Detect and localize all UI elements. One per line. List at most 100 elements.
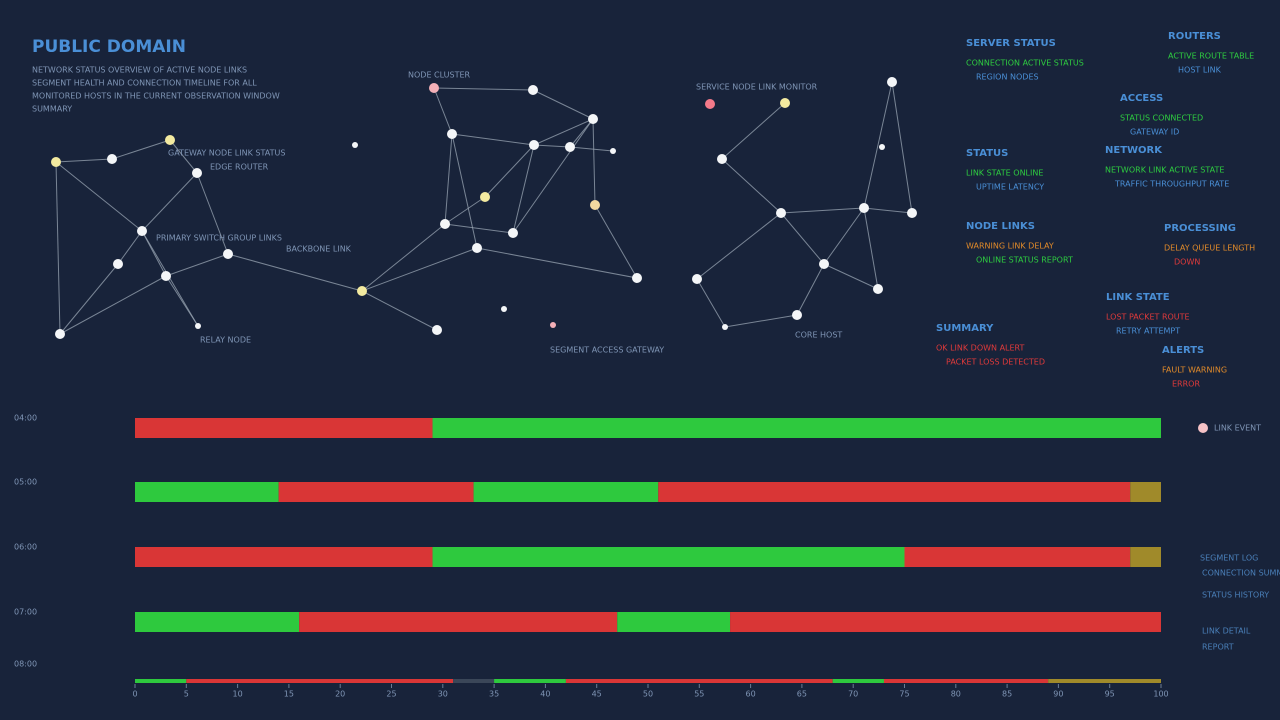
- network-node: [195, 323, 201, 329]
- network-edge: [796, 263, 825, 316]
- timeline-segment: [278, 482, 474, 502]
- panel-title: STATUS: [966, 148, 1008, 159]
- row-label: 06:00: [14, 543, 37, 552]
- node-label: SERVICE NODE LINK MONITOR: [696, 83, 818, 92]
- network-node: [528, 85, 538, 95]
- timeline-segment: [832, 679, 884, 683]
- network-node: [165, 135, 175, 145]
- network-node: [588, 114, 598, 124]
- x-tick-label: 35: [489, 690, 499, 699]
- network-edge: [512, 118, 594, 234]
- network-edge: [196, 172, 229, 255]
- panel-title: SUMMARY: [936, 323, 994, 334]
- network-edge: [59, 275, 167, 335]
- network-edge: [780, 212, 825, 265]
- network-edge: [476, 247, 638, 279]
- network-node: [192, 168, 202, 178]
- panel-line: DELAY QUEUE LENGTH: [1164, 244, 1255, 253]
- note: SEGMENT LOG: [1200, 554, 1258, 563]
- x-tick-label: 60: [746, 690, 756, 699]
- panel-line: ONLINE STATUS REPORT: [976, 256, 1073, 265]
- x-tick-label: 40: [540, 690, 550, 699]
- node-label: GATEWAY NODE LINK STATUS: [168, 149, 285, 158]
- x-tick-label: 85: [1002, 690, 1012, 699]
- network-edge: [433, 87, 453, 135]
- panel-line: CONNECTION ACTIVE STATUS: [966, 59, 1084, 68]
- timeline-segment: [453, 679, 495, 683]
- network-edge: [55, 161, 61, 335]
- node-label: PRIMARY SWITCH GROUP LINKS: [156, 234, 282, 243]
- network-node: [529, 140, 539, 150]
- panel-line: UPTIME LATENCY: [976, 183, 1044, 192]
- network-edge: [891, 81, 913, 214]
- x-tick-label: 5: [184, 690, 189, 699]
- panel-line: TRAFFIC THROUGHPUT RATE: [1114, 180, 1229, 189]
- timeline-segment: [658, 482, 1131, 502]
- x-tick-label: 55: [694, 690, 704, 699]
- panel-line: STATUS CONNECTED: [1120, 114, 1203, 123]
- timeline-segment: [135, 612, 300, 632]
- timeline-segment: [473, 482, 659, 502]
- network-node: [873, 284, 883, 294]
- network-node: [51, 157, 61, 167]
- x-tick-label: 45: [592, 690, 602, 699]
- network-edge: [696, 212, 782, 280]
- row-label: 07:00: [14, 608, 37, 617]
- note: LINK DETAIL: [1202, 627, 1251, 636]
- x-tick-label: 15: [284, 690, 294, 699]
- x-tick-label: 10: [233, 690, 243, 699]
- network-node: [610, 148, 616, 154]
- network-node: [590, 200, 600, 210]
- panel-line: FAULT WARNING: [1162, 366, 1227, 375]
- network-node: [440, 219, 450, 229]
- network-edge: [117, 230, 143, 265]
- panel-title: PROCESSING: [1164, 223, 1236, 234]
- timeline-segment: [1048, 679, 1161, 683]
- x-tick-label: 90: [1053, 690, 1063, 699]
- panel-line: NETWORK LINK ACTIVE STATE: [1105, 166, 1224, 175]
- network-node: [859, 203, 869, 213]
- network-edge: [141, 172, 198, 232]
- network-edge: [444, 223, 514, 234]
- node-label: NODE CLUSTER: [408, 71, 471, 80]
- network-node: [722, 324, 728, 330]
- network-node: [792, 310, 802, 320]
- network-edge: [533, 118, 594, 146]
- network-node: [107, 154, 117, 164]
- network-node: [447, 129, 457, 139]
- timeline-segment: [730, 612, 1161, 632]
- x-tick-label: 75: [899, 690, 909, 699]
- network-node: [879, 144, 885, 150]
- network-edge: [569, 146, 614, 152]
- network-edge: [361, 290, 438, 331]
- note: CONNECTION SUMMARY: [1202, 569, 1280, 578]
- network-edge: [451, 133, 478, 249]
- network-edge: [433, 87, 534, 91]
- legend-label: LINK EVENT: [1214, 424, 1261, 433]
- network-node: [161, 271, 171, 281]
- x-tick-label: 50: [643, 690, 653, 699]
- network-edge: [451, 133, 535, 146]
- network-node: [705, 99, 715, 109]
- network-edge: [111, 139, 171, 160]
- panel-title: ALERTS: [1162, 345, 1204, 356]
- timeline-segment: [904, 547, 1131, 567]
- network-edge: [165, 253, 229, 277]
- x-tick-label: 20: [335, 690, 345, 699]
- row-label: 05:00: [14, 478, 37, 487]
- timeline-segment: [299, 612, 618, 632]
- network-node: [223, 249, 233, 259]
- timeline-segment: [565, 679, 833, 683]
- panel-title: LINK STATE: [1106, 292, 1170, 303]
- network-edge: [863, 207, 879, 290]
- network-node: [632, 273, 642, 283]
- x-tick-label: 0: [132, 690, 137, 699]
- timeline-segment: [617, 612, 731, 632]
- panel-line: RETRY ATTEMPT: [1116, 327, 1180, 336]
- x-tick-label: 100: [1153, 690, 1168, 699]
- legend-marker: [1198, 423, 1208, 433]
- network-node: [819, 259, 829, 269]
- panel-line: HOST LINK: [1178, 66, 1222, 75]
- panel-line: LOST PACKET ROUTE: [1106, 313, 1190, 322]
